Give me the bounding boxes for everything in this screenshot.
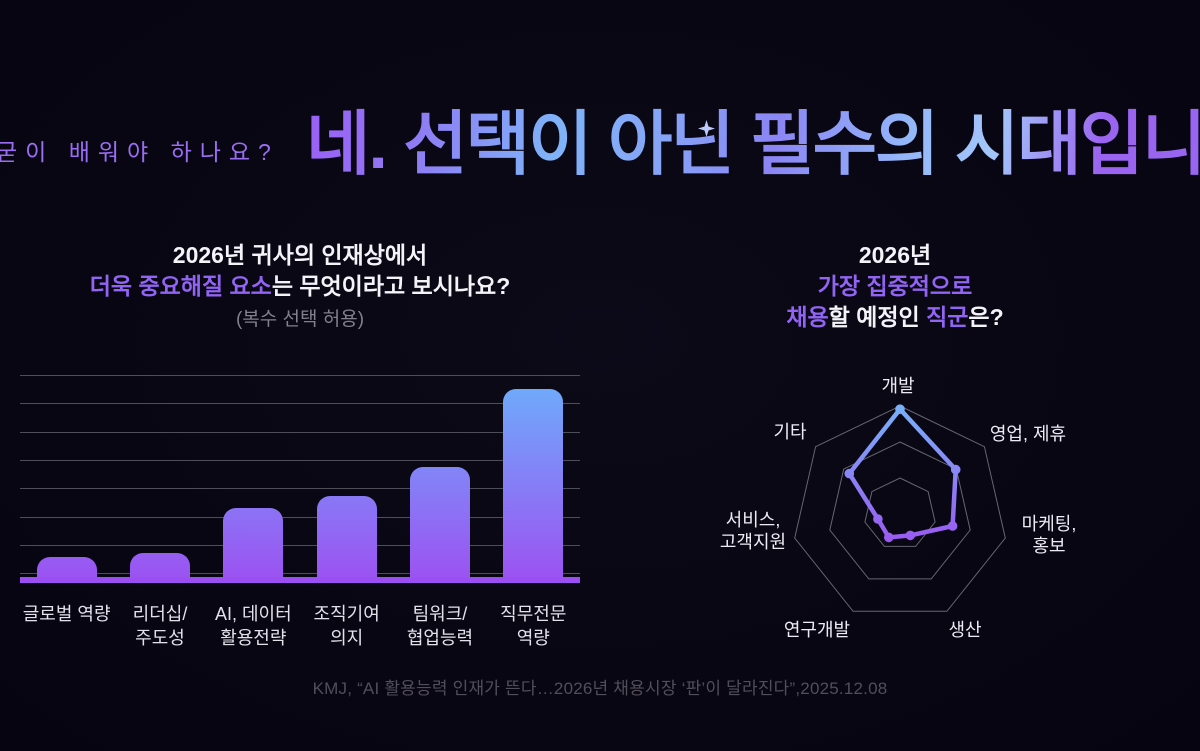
gridline <box>20 516 580 518</box>
gridline <box>20 488 580 490</box>
bar-chart-bars <box>20 375 580 580</box>
gridline <box>20 573 580 575</box>
bar-column <box>20 375 113 580</box>
bar-category-label: 팀워크/협업능력 <box>406 604 474 648</box>
radar-ring <box>864 477 936 547</box>
bar-chart-title-line2: 더욱 중요해질 요소는 무엇이라고 보시나요? <box>20 271 580 302</box>
radar-axis-label: 영업, 제휴 <box>989 424 1067 444</box>
bar-chart-title-rest: 는 무엇이라고 보시나요? <box>271 273 511 299</box>
radar-ring <box>794 405 1006 612</box>
bar-category-label: 리더십/주도성 <box>132 604 188 648</box>
gridline <box>20 544 580 546</box>
bar-category-label: 직무전문 역량 <box>500 604 567 648</box>
bar-column <box>207 375 300 580</box>
radar-axis-label: 기타 <box>773 422 807 442</box>
bar-chart-baseline <box>20 577 580 583</box>
bar-1 <box>36 557 97 580</box>
gridline <box>20 403 580 405</box>
sparkle-icon <box>698 120 715 137</box>
bar-column <box>300 375 393 580</box>
bar-category-label: 조직기여 의지 <box>313 604 380 648</box>
radar-chart-title-line2: 가장 집중적으로 <box>817 273 973 299</box>
bar-5 <box>409 467 470 580</box>
bar-column <box>487 375 580 580</box>
radar-chart-title-line1: 2026년 <box>858 242 932 268</box>
bar-category-label: AI, 데이터 활용전략 <box>214 604 292 648</box>
gridline <box>20 459 580 461</box>
bar-category-label: 글로벌 역량 <box>22 604 111 624</box>
bar-chart-title-line1: 2026년 귀사의 인재상에서 <box>172 242 428 268</box>
bar-6 <box>503 389 564 580</box>
radar-title-accent1: 채용 <box>786 304 829 330</box>
radar-data-point <box>844 468 855 479</box>
bar-4 <box>316 496 377 580</box>
radar-data-point <box>947 521 958 531</box>
source-citation: KMJ, “AI 활용능력 인재가 뜬다…2026년 채용시장 ‘판’이 달라진… <box>312 679 888 698</box>
bar-column <box>393 375 486 580</box>
header-question-text: 굳이 배워야 하나요? <box>0 139 279 165</box>
bar-chart-title-accent: 더욱 중요해질 요소 <box>89 273 272 299</box>
radar-data-point <box>895 404 905 414</box>
radar-axis-label: 생산 <box>948 620 982 640</box>
radar-axis-label: 연구개발 <box>783 620 851 640</box>
radar-chart <box>794 404 1006 612</box>
radar-data-point <box>950 464 961 475</box>
radar-data-point <box>884 532 894 543</box>
radar-title-accent2: 직군 <box>926 304 969 330</box>
bar-chart-title: 2026년 귀사의 인재상에서 더욱 중요해질 요소는 무엇이라고 보시나요? … <box>20 240 580 333</box>
bar-2 <box>129 553 190 580</box>
radar-data-point <box>873 514 883 524</box>
bar-chart-category-labels: 글로벌 역량 리더십/주도성 AI, 데이터 활용전략 조직기여 의지 팀워크/협업능력 직무… <box>20 602 580 650</box>
radar-title-mid: 할 예정인 <box>828 304 927 330</box>
bar-chart-subtitle: (복수 선택 허용) <box>235 309 365 330</box>
bar-chart-plot-area <box>20 375 580 580</box>
radar-data-point <box>905 530 916 541</box>
radar-ring <box>829 441 971 580</box>
gridline <box>20 431 580 433</box>
bar-3 <box>223 508 284 580</box>
bar-column <box>113 375 206 580</box>
page-title: 네. 선택이 아닌 필수의 시대입니다! <box>306 98 1200 190</box>
radar-data-polygon <box>847 406 958 540</box>
radar-title-end: 은? <box>968 304 1004 330</box>
radar-chart-title-line3: 채용할 예정인 직군은? <box>745 302 1045 333</box>
radar-axis-label: 개발 <box>881 376 915 396</box>
radar-axis-label: 마케팅, 홍보 <box>1021 514 1077 556</box>
radar-axis-label: 서비스, 고객지원 <box>719 510 787 552</box>
radar-chart-title: 2026년 가장 집중적으로 채용할 예정인 직군은? <box>745 240 1045 333</box>
gridline <box>20 375 580 376</box>
